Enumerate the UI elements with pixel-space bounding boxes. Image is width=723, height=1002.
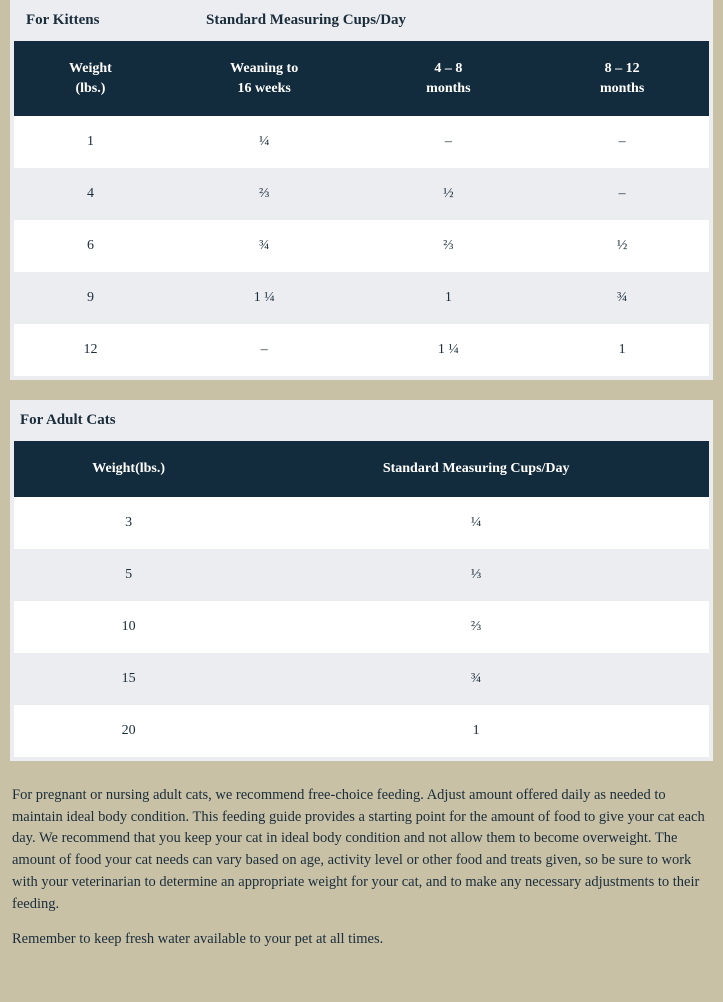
- table-row: 5 ⅓: [14, 549, 709, 601]
- feeding-note-water: Remember to keep fresh water available t…: [0, 925, 723, 961]
- feeding-note-main: For pregnant or nursing adult cats, we r…: [0, 781, 723, 926]
- kittens-title-left: For Kittens: [20, 12, 206, 29]
- kittens-header-8-12: 8 – 12months: [535, 41, 709, 116]
- table-row: 4 ⅔ ½ –: [14, 168, 709, 220]
- table-row: 9 1 ¼ 1 ¾: [14, 272, 709, 324]
- kittens-section: For Kittens Standard Measuring Cups/Day …: [10, 0, 713, 380]
- kittens-table: Weight(lbs.) Weaning to16 weeks 4 – 8mon…: [14, 41, 709, 376]
- table-row: 20 1: [14, 705, 709, 757]
- kittens-title-right: Standard Measuring Cups/Day: [206, 12, 709, 29]
- adults-section: For Adult Cats Weight(lbs.) Standard Mea…: [10, 400, 713, 761]
- adults-title: For Adult Cats: [14, 412, 709, 441]
- kittens-header-weaning: Weaning to16 weeks: [167, 41, 362, 116]
- kittens-title: For Kittens Standard Measuring Cups/Day: [14, 12, 709, 41]
- table-row: 10 ⅔: [14, 601, 709, 653]
- adults-table: Weight(lbs.) Standard Measuring Cups/Day…: [14, 441, 709, 757]
- table-row: 12 – 1 ¼ 1: [14, 324, 709, 376]
- table-row: 1 ¼ – –: [14, 116, 709, 168]
- table-row: 6 ¾ ⅔ ½: [14, 220, 709, 272]
- adults-header-cups: Standard Measuring Cups/Day: [243, 441, 709, 497]
- adults-header-weight: Weight(lbs.): [14, 441, 243, 497]
- table-row: 3 ¼: [14, 497, 709, 549]
- table-row: 15 ¾: [14, 653, 709, 705]
- kittens-header-weight: Weight(lbs.): [14, 41, 167, 116]
- kittens-header-4-8: 4 – 8months: [361, 41, 535, 116]
